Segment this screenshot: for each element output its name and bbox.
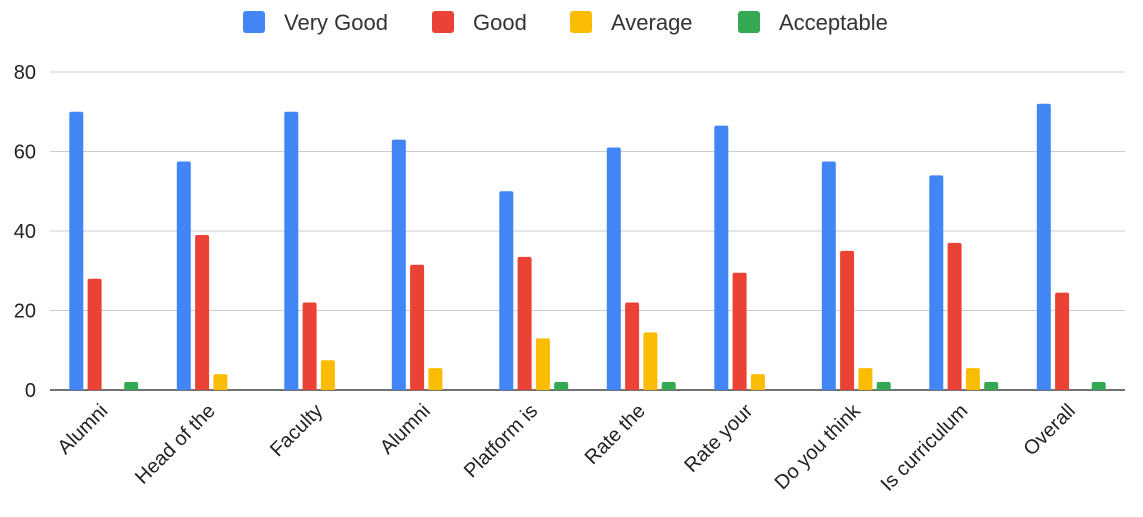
bar-good [840,250,855,390]
x-tick-label: Alumni [376,400,435,459]
bar-good [517,256,532,390]
x-tick-label: Rate your [680,400,757,477]
bar-good [625,302,640,390]
x-tick-label: Platform is [460,400,542,482]
bar-acceptable [984,382,999,390]
bar-very-good [176,161,191,390]
bar-acceptable [876,382,891,390]
x-tick-label: Do you think [771,399,866,494]
bar-average [320,360,335,390]
legend-swatch-average [570,11,592,33]
bar-average [535,338,550,390]
legend-swatch-good [432,11,454,33]
bar-good [410,264,425,390]
y-tick-label: 80 [14,62,36,84]
bar-very-good [69,111,84,390]
bar-very-good [284,111,299,390]
x-tick-label: Alumni [53,400,112,459]
bar-good [1055,292,1070,390]
y-tick-label: 60 [14,142,36,164]
legend-swatch-very-good [243,11,265,33]
bar-very-good [929,175,944,390]
x-axis: Alumni Head of the Faculty Alumni Platform i… [53,399,1079,495]
x-tick-label: Rate the [581,400,650,469]
bar-good [302,302,317,390]
bar-good [732,272,747,390]
legend-swatch-acceptable [738,11,760,33]
bar-acceptable [554,382,569,390]
bar-acceptable [661,382,676,390]
bar-average [643,332,658,390]
y-tick-label: 20 [14,301,36,323]
bar-very-good [499,191,514,390]
x-tick-label: Head of the [131,400,220,489]
chart-legend: Very Good Good Average Acceptable [243,10,888,35]
legend-label-average: Average [611,10,693,35]
bar-good [195,234,210,390]
y-tick-label: 40 [14,221,36,243]
x-tick-label: Is curriculum [877,400,973,496]
bar-average [428,368,443,390]
bar-very-good [821,161,836,390]
bar-good [87,278,102,390]
bar-very-good [714,125,729,390]
legend-label-good: Good [473,10,527,35]
bar-acceptable [124,382,139,390]
bars [69,103,1106,391]
legend-label-acceptable: Acceptable [779,10,888,35]
legend-label-very-good: Very Good [284,10,388,35]
bar-very-good [391,139,406,390]
bar-acceptable [1091,382,1106,390]
bar-very-good [606,147,621,390]
x-tick-label: Faculty [266,400,327,461]
bar-average [965,368,980,390]
bar-good [947,242,962,390]
x-tick-label: Overall [1019,400,1079,460]
y-axis: 0 20 40 60 80 [14,62,36,402]
y-tick-label: 0 [25,380,36,402]
bar-average [750,374,765,390]
bar-average [213,374,228,390]
gridlines [50,71,1125,391]
bar-very-good [1036,103,1051,391]
bar-average [858,368,873,390]
